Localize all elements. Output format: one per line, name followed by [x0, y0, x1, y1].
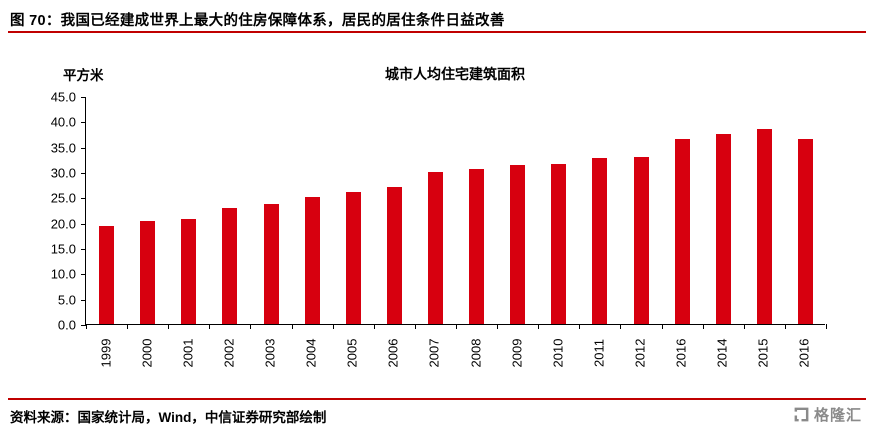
x-tick-mark [332, 324, 334, 329]
source-note: 资料来源：国家统计局，Wind，中信证券研究部绘制 [10, 410, 327, 425]
x-tick-mark [414, 324, 416, 329]
top-divider [8, 31, 866, 33]
x-tick-mark [168, 324, 170, 329]
x-tick-label: 2010 [550, 338, 566, 368]
bar-2011-12 [592, 158, 608, 324]
bar-2016-17 [797, 138, 813, 324]
x-tick-mark [661, 324, 663, 329]
x-tick-label: 2011 [591, 339, 607, 367]
plot-area [81, 97, 827, 329]
y-axis: 0.0 5.0 10.0 15.0 20.0 25.0 30.0 35.0 40.0 45.0 [0, 90, 76, 333]
figure-title: 图 70：我国已经建成世界上最大的住房保障体系，居民的居住条件日益改善 [10, 13, 505, 29]
y-tick-label: 20.0 [50, 216, 76, 232]
x-tick-mark [743, 324, 745, 329]
bar-2009-10 [510, 165, 526, 324]
y-tick-label: 0.0 [57, 317, 76, 333]
gelonghui-logo-icon [794, 407, 809, 422]
bar-2001-2 [181, 218, 197, 324]
x-tick-label: 2012 [632, 338, 648, 368]
bar-2012-13 [633, 157, 649, 324]
bar-1999-0 [99, 225, 115, 324]
x-tick-mark [579, 324, 581, 329]
x-tick-mark [86, 324, 87, 329]
bar-2003-4 [263, 203, 279, 324]
x-tick-mark [784, 324, 786, 329]
x-tick-mark [497, 324, 499, 329]
y-tick-mark [81, 299, 86, 301]
y-tick-mark [81, 97, 86, 98]
x-tick-label: 2016 [796, 338, 812, 368]
x-axis: 1999 2000 2001 2002 2003 2004 2005 2006 2007 2008… [85, 326, 825, 384]
chart-title: 城市人均住宅建筑面积 [385, 66, 525, 82]
x-tick-label: 2004 [303, 338, 319, 368]
x-tick-label: 2008 [468, 338, 484, 368]
x-tick-label: 2014 [714, 338, 730, 368]
y-tick-mark [81, 325, 86, 326]
gelonghui-logo-text: 格隆汇 [813, 407, 862, 424]
x-tick-label: 1999 [98, 338, 114, 368]
bar-2014-15 [715, 134, 731, 324]
x-tick-mark [456, 324, 457, 329]
x-tick-label: 2003 [262, 338, 278, 368]
y-tick-mark [81, 122, 86, 124]
y-tick-label: 10.0 [50, 266, 76, 282]
y-tick-label: 35.0 [50, 140, 76, 156]
x-tick-mark [702, 324, 704, 329]
gelonghui-logo: 格隆汇 [793, 404, 862, 425]
x-tick-label: 2016 [673, 338, 689, 368]
y-tick-label: 30.0 [50, 165, 76, 181]
y-tick-label: 15.0 [50, 241, 76, 257]
y-tick-label: 5.0 [57, 292, 76, 308]
bar-2004-5 [304, 197, 320, 324]
x-tick-mark [291, 324, 293, 329]
x-tick-label: 2009 [509, 338, 525, 368]
bar-2002-3 [222, 208, 238, 324]
x-tick-label: 2006 [385, 338, 401, 368]
bar-2016-14 [674, 139, 690, 324]
y-tick-label: 45.0 [50, 89, 76, 105]
bar-2010-11 [551, 163, 567, 324]
x-tick-label: 2007 [426, 338, 442, 368]
x-tick-mark [826, 324, 827, 329]
bar-2015-16 [756, 128, 772, 324]
y-tick-mark [81, 173, 86, 174]
x-tick-label: 2000 [139, 338, 155, 368]
y-tick-mark [81, 198, 86, 200]
bar-2005-6 [345, 191, 361, 324]
x-tick-mark [373, 324, 375, 329]
x-tick-mark [538, 324, 540, 329]
y-axis-unit-label: 平方米 [63, 68, 104, 83]
x-tick-mark [209, 324, 211, 329]
x-tick-label: 2005 [344, 338, 360, 368]
bar-2006-7 [386, 186, 402, 324]
x-tick-label: 2002 [221, 338, 237, 368]
x-tick-label: 2001 [180, 338, 196, 368]
y-tick-label: 40.0 [50, 114, 76, 130]
x-tick-label: 2015 [755, 338, 771, 368]
x-tick-mark [620, 324, 622, 329]
x-tick-mark [127, 324, 129, 329]
bar-2000-1 [140, 221, 156, 324]
y-tick-mark [81, 223, 86, 225]
bottom-divider [8, 398, 866, 400]
bar-2007-8 [427, 171, 443, 324]
y-tick-label: 25.0 [50, 190, 76, 206]
y-tick-mark [81, 249, 86, 250]
y-tick-mark [81, 274, 86, 276]
x-tick-mark [250, 324, 252, 329]
bar-2008-9 [469, 168, 485, 324]
y-tick-mark [81, 147, 86, 149]
